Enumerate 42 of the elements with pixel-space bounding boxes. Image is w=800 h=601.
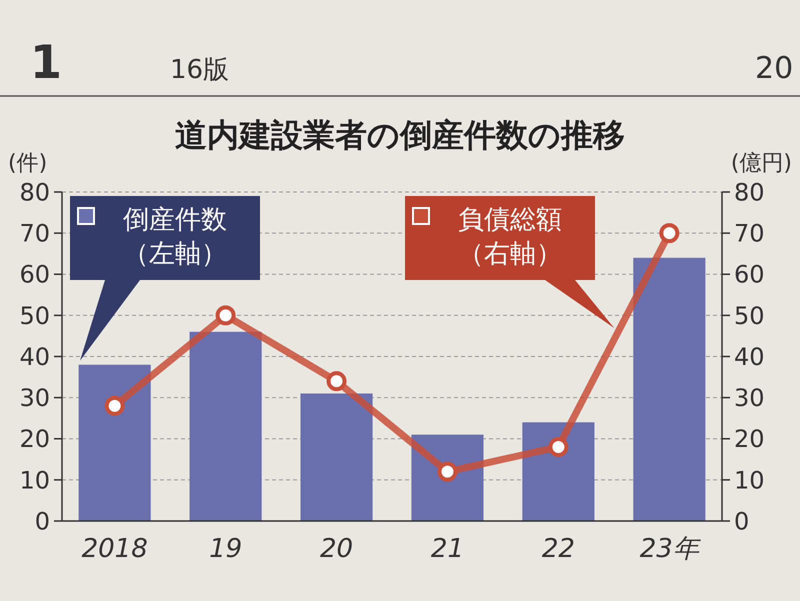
- y2-tick-label: 60: [734, 260, 765, 289]
- point: [104, 396, 125, 416]
- y2-tick-label: 20: [734, 425, 765, 454]
- x-tick-label: 22: [542, 534, 575, 564]
- bar: [300, 394, 373, 521]
- point: [659, 223, 680, 244]
- x-tick-label: 19: [209, 534, 242, 564]
- y-tick-label: 80: [19, 178, 50, 206]
- x-tick-label: 21: [430, 534, 464, 564]
- y-tick-label: 0: [34, 507, 50, 536]
- y-tick-label: 30: [19, 384, 50, 412]
- y2-tick-label: 40: [734, 342, 765, 371]
- bar: [633, 258, 706, 521]
- bar: [78, 364, 151, 521]
- text: 1: [30, 35, 62, 89]
- legend-label: 負債総額（右軸）: [458, 205, 562, 269]
- point: [326, 371, 347, 392]
- y-tick-label: 70: [19, 220, 50, 248]
- y2-tick-label: 0: [734, 507, 750, 536]
- y2-tick-label: 30: [734, 384, 765, 412]
- y-tick-label: 20: [19, 425, 50, 454]
- y-tick-label: 60: [19, 260, 50, 289]
- y2-tick-label: 80: [734, 178, 765, 206]
- y-tick-label: 50: [19, 302, 50, 330]
- y-tick-label: 10: [19, 466, 50, 494]
- y2-tick-label: 10: [734, 466, 765, 494]
- y-axis-title: (件): [8, 151, 48, 176]
- y-tick-label: 40: [19, 342, 50, 371]
- y2-axis-title: (億円): [730, 151, 792, 176]
- x-tick-label: 2018: [82, 534, 148, 564]
- point: [437, 462, 458, 482]
- text: 16版: [170, 55, 230, 85]
- text: 20: [755, 51, 794, 86]
- x-tick-label: 23年: [640, 534, 701, 564]
- point: [216, 305, 236, 326]
- x-tick-label: 20: [320, 534, 354, 564]
- legend-label: 倒産件数（左軸）: [123, 205, 227, 269]
- point: [548, 436, 568, 457]
- y2-tick-label: 70: [734, 220, 765, 248]
- y2-tick-label: 50: [734, 302, 765, 330]
- bar: [522, 422, 594, 521]
- chart-title: 道内建設業者の倒産件数の推移: [175, 116, 625, 154]
